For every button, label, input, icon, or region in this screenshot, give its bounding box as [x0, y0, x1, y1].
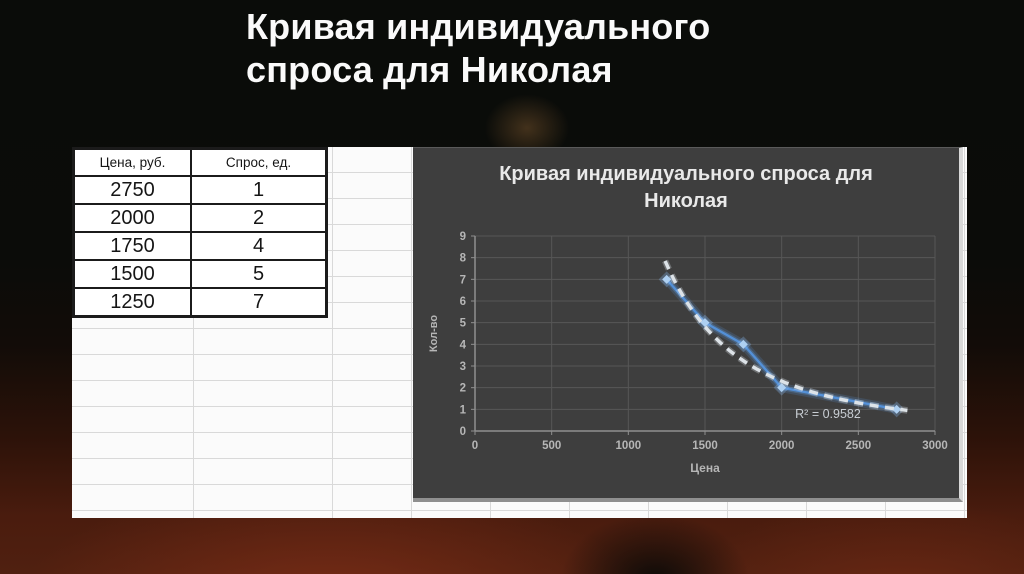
page-title-line1: Кривая индивидуального [246, 6, 711, 47]
data-point [892, 404, 902, 414]
y-tick-label: 9 [460, 231, 466, 243]
y-tick-label: 4 [460, 339, 467, 351]
x-tick-label: 3000 [922, 440, 948, 452]
chart-title: Кривая индивидуального спроса для Никола… [413, 161, 959, 215]
r-squared-label: R² = 0.9582 [795, 407, 861, 421]
column-header: Спрос, ед. [190, 147, 328, 177]
y-tick-label: 3 [460, 361, 466, 373]
page-title-line2: спроса для Николая [246, 49, 613, 90]
data-point [777, 383, 787, 393]
table-row: 1500 5 [72, 259, 328, 289]
column-header: Цена, руб. [72, 147, 192, 177]
sheet-column-line [193, 147, 194, 518]
demand-chart-plot: 0 1 2 3 4 5 6 7 8 9 0 500 1000 1500 2000 2500 3000 Кол-во… [428, 231, 948, 475]
trendline [663, 260, 908, 413]
chart-title-line1: Кривая индивидуального спроса для [499, 163, 873, 185]
x-tick-label: 2000 [769, 440, 795, 452]
x-tick-label: 1000 [616, 440, 642, 452]
chart-title-line2: Николая [644, 190, 728, 212]
x-axis-title: Цена [690, 461, 720, 475]
data-point [700, 318, 710, 328]
y-tick-label: 7 [460, 274, 466, 286]
table-cell: 1 [190, 175, 328, 205]
table-cell: 2750 [72, 175, 192, 205]
table-cell: 7 [190, 287, 328, 318]
table-cell: 4 [190, 231, 328, 261]
x-tick-label: 2500 [846, 440, 872, 452]
sheet-column-line [332, 147, 333, 518]
table-cell: 1250 [72, 287, 192, 318]
sheet-column-line [964, 147, 965, 518]
data-point [662, 274, 672, 284]
y-tick-label: 8 [460, 253, 467, 265]
price-demand-table: Цена, руб. Спрос, ед. 2750 1 2000 2 1750 4 1500… [72, 147, 328, 318]
table-header-row: Цена, руб. Спрос, ед. [72, 147, 328, 177]
page-title: Кривая индивидуального спроса для Никола… [246, 5, 710, 91]
x-tick-label: 1500 [692, 440, 718, 452]
x-tick-label: 500 [542, 440, 561, 452]
table-row: 1250 7 [72, 287, 328, 318]
y-tick-label: 5 [460, 318, 467, 330]
y-tick-label: 2 [460, 383, 466, 395]
demand-chart: 0 1 2 3 4 5 6 7 8 9 0 500 1000 1500 2000 2500 3000 Кол-во… [413, 147, 963, 502]
table-cell: 1500 [72, 259, 192, 289]
sheet-column-line [411, 147, 412, 518]
y-tick-label: 6 [460, 296, 466, 308]
y-tick-label: 1 [460, 404, 467, 416]
table-cell: 2 [190, 203, 328, 233]
table-row: 2000 2 [72, 203, 328, 233]
table-cell: 1750 [72, 231, 192, 261]
y-tick-label: 0 [460, 426, 466, 438]
table-row: 1750 4 [72, 231, 328, 261]
table-row: 2750 1 [72, 175, 328, 205]
x-tick-label: 0 [472, 440, 478, 452]
table-cell: 2000 [72, 203, 192, 233]
y-axis-title: Кол-во [428, 315, 440, 352]
data-point [738, 339, 748, 349]
table-cell: 5 [190, 259, 328, 289]
